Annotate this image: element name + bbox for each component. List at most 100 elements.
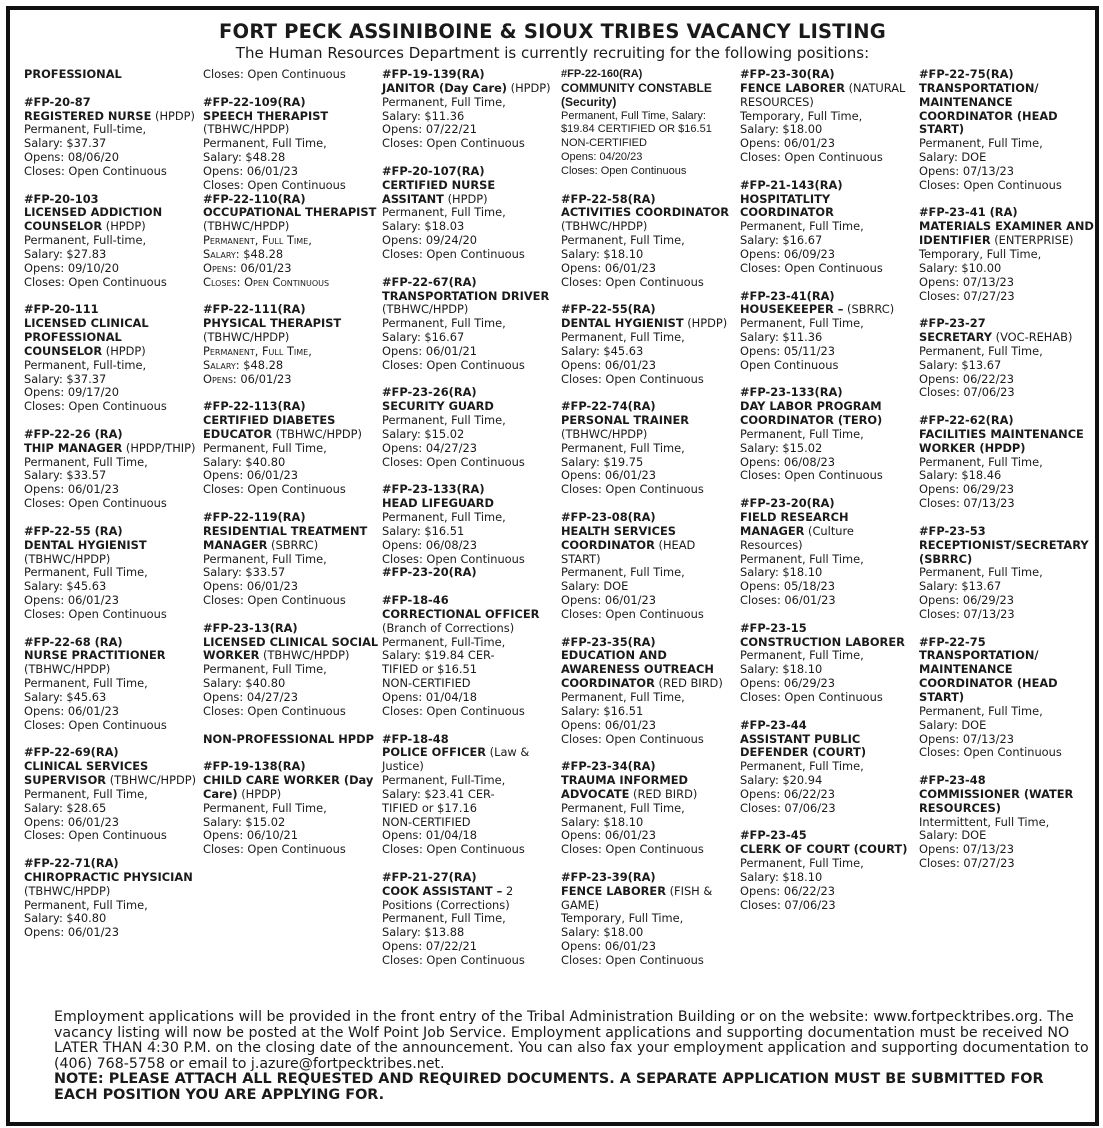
job-listing: #FP-23-13(RA) LICENSED CLINICAL SOCIAL WO… [203,621,379,719]
job-detail: Closes: Open Continuous [382,703,525,718]
application-note: NOTE: PLEASE ATTACH ALL REQUESTED AND RE… [54,1071,1044,1103]
job-listing: #FP-23-48 COMMISSIONER (WATER RESOURCES) I… [919,773,1095,871]
job-detail: Permanent, Full-Time, [382,634,506,649]
job-listing: #FP-22-62(RA) FACILITIES MAINTENANCE WORK… [919,413,1095,511]
job-detail: Opens: 06/01/23 [561,468,656,483]
job-detail: Opens: 06/29/23 [919,593,1014,608]
job-detail: Salary: $18.10 [561,246,644,261]
job-department: (TBHWC/HPDP) [203,219,290,234]
job-title: SECRETARY [919,330,992,345]
job-detail: Salary: $18.00 [561,925,644,940]
job-detail: Closes: Open Continuous [24,606,167,621]
job-detail: Salary: $23.41 CER- [382,786,495,801]
job-detail: Opens: 09/17/20 [24,385,119,400]
job-detail: Opens: 06/01/23 [24,482,119,497]
job-code: #FP-23-41 (RA) [919,205,1018,220]
job-detail: Salary: $18.10 [740,662,823,677]
job-code: #FP-22-58(RA) [561,191,656,206]
job-detail: Opens: 06/01/23 [203,371,292,386]
job-title-line: CERTIFIED DIABETES EDUCATOR (TBHWC/HPDP) [203,413,379,442]
job-detail: Salary: $20.94 [740,773,823,788]
job-code: #FP-20-107(RA) [382,163,485,178]
job-listing: #FP-18-46 CORRECTIONAL OFFICER (Branch of… [382,593,558,719]
job-detail: Closes: 07/27/23 [919,288,1015,303]
job-detail: Opens: 06/01/23 [561,828,656,843]
job-detail: Permanent, Full Time, [561,440,685,455]
job-detail: Opens: 06/22/23 [919,371,1014,386]
job-detail: Closes: Open Continuous [561,371,704,386]
job-listing: #FP-22-58(RA) ACTIVITIES COORDINATOR (TBH… [561,191,737,290]
job-title-line: CLINICAL SERVICES SUPERVISOR (TBHWC/HPDP… [24,759,200,788]
page-title: FORT PECK ASSINIBOINE & SIOUX TRIBES VAC… [219,20,886,43]
job-detail: Closes: Open Continuous [203,482,346,497]
job-listing: #FP-22-75(RA) TRANSPORTATION/ MAINTENANCE… [919,67,1095,193]
job-listing: #FP-23-41(RA) HOUSEKEEPER – (SBRRC) Perman… [740,289,916,373]
job-detail: Permanent, Full Time, [203,136,327,151]
job-department: (Culture Resources) [740,523,854,552]
job-detail: Opens: 06/01/23 [561,260,656,275]
job-detail: Salary: $18.46 [919,468,1002,483]
job-code: #FP-22-110(RA) [203,191,306,206]
job-detail: Opens: 09/10/20 [24,260,119,275]
job-detail: Closes: Open Continuous [919,177,1062,192]
job-title-line: RECEPTIONIST/SECRETARY (SBRRC) [919,538,1095,567]
job-title: SECURITY GUARD [382,399,494,414]
job-department: (HPDP/THIP) [125,440,196,455]
job-title-line: NURSE PRACTITIONER (TBHWC/HPDP) [24,649,200,677]
job-code: #FP-22-68 (RA) [24,634,123,649]
job-detail: Salary: $15.02 [740,440,823,455]
job-detail: Opens: 04/20/23 [561,151,643,164]
job-detail: Opens: 06/01/23 [561,939,656,954]
job-detail: Opens: 01/04/18 [382,689,477,704]
job-code: #FP-23-133(RA) [382,482,485,497]
job-title: POLICE OFFICER [382,745,487,760]
job-title-line: ASSISTANT PUBLIC DEFENDER (COURT) [740,731,916,761]
job-detail: Closes: 07/06/23 [919,385,1015,400]
job-detail: Salary: $16.67 [740,233,823,248]
job-detail: Opens: 06/08/23 [382,537,477,552]
job-title: OCCUPATIONAL THERAPIST [203,205,377,220]
job-detail: Opens: 06/01/23 [24,925,119,940]
job-listing: #FP-22-110(RA) OCCUPATIONAL THERAPIST (TB… [203,191,379,290]
job-listing: #FP-23-45 CLERK OF COURT (COURT) Permanent… [740,829,916,912]
job-detail: Salary: DOE [919,828,987,843]
job-title-line: THIP MANAGER (HPDP/THIP) [24,440,200,456]
job-listing: #FP-22-113(RA) CERTIFIED DIABETES EDUCATO… [203,399,379,497]
job-title: LICENSED CLINICAL PROFESSIONAL COUNSELOR [24,316,149,358]
job-detail: Salary: DOE [561,579,629,594]
job-title-line: CORRECTIONAL OFFICER (Branch of Correcti… [382,607,558,636]
job-code: #FP-22-71(RA) [24,856,119,871]
job-listing: #FP-23-20(RA) [382,566,558,580]
job-detail: Salary: $13.67 [919,357,1002,372]
job-department: (TBHWC/HPDP) [203,330,290,345]
job-detail: Opens: 06/01/23 [561,357,656,372]
job-code: #FP-23-20(RA) [740,496,835,511]
job-listing: #FP-23-44 ASSISTANT PUBLIC DEFENDER (COUR… [740,718,916,816]
job-title: ASSISTANT PUBLIC DEFENDER (COURT) [740,731,867,760]
column-1: PROFESSIONAL #FP-20-87 REGISTERED NURSE (H… [24,67,200,954]
job-detail: Opens: 06/29/23 [740,676,835,691]
job-detail: Opens: 08/06/20 [24,150,119,165]
job-detail: Salary: $16.51 [382,523,465,538]
job-detail: Closes: Open Continuous [203,67,346,81]
job-columns: PROFESSIONAL #FP-20-87 REGISTERED NURSE (H… [24,67,1095,998]
job-detail: Closes: Open Continuous [24,163,167,178]
job-title: PERSONAL TRAINER [561,413,690,428]
job-detail: Permanent, Full Time, [203,551,327,566]
job-detail: Permanent, Full Time, [740,759,864,774]
job-title-line: HOUSEKEEPER – (SBRRC) [740,302,916,317]
section-heading: PROFESSIONAL [24,67,200,82]
job-title: DENTAL HYGIENIST [24,537,147,552]
job-detail: Permanent, Full Time, [382,205,506,220]
job-detail: Permanent, Full Time, [24,676,148,691]
job-detail: Opens: 06/10/21 [203,828,298,843]
job-title-line: CONSTRUCTION LABORER [740,635,916,650]
job-listing: #FP-23-15 CONSTRUCTION LABORER Permanent, … [740,621,916,705]
job-title-line: FACILITIES MAINTENANCE WORKER (HPDP) [919,427,1095,456]
job-department: (TBHWC/HPDP) [109,773,197,788]
job-detail: Salary: $15.02 [382,426,465,441]
job-code: #FP-22-119(RA) [203,510,306,524]
section-heading: NON-PROFESSIONAL HPDP [203,732,379,747]
job-detail: Permanent, Full Time, [919,703,1043,718]
job-department: (HPDP) [510,80,551,95]
